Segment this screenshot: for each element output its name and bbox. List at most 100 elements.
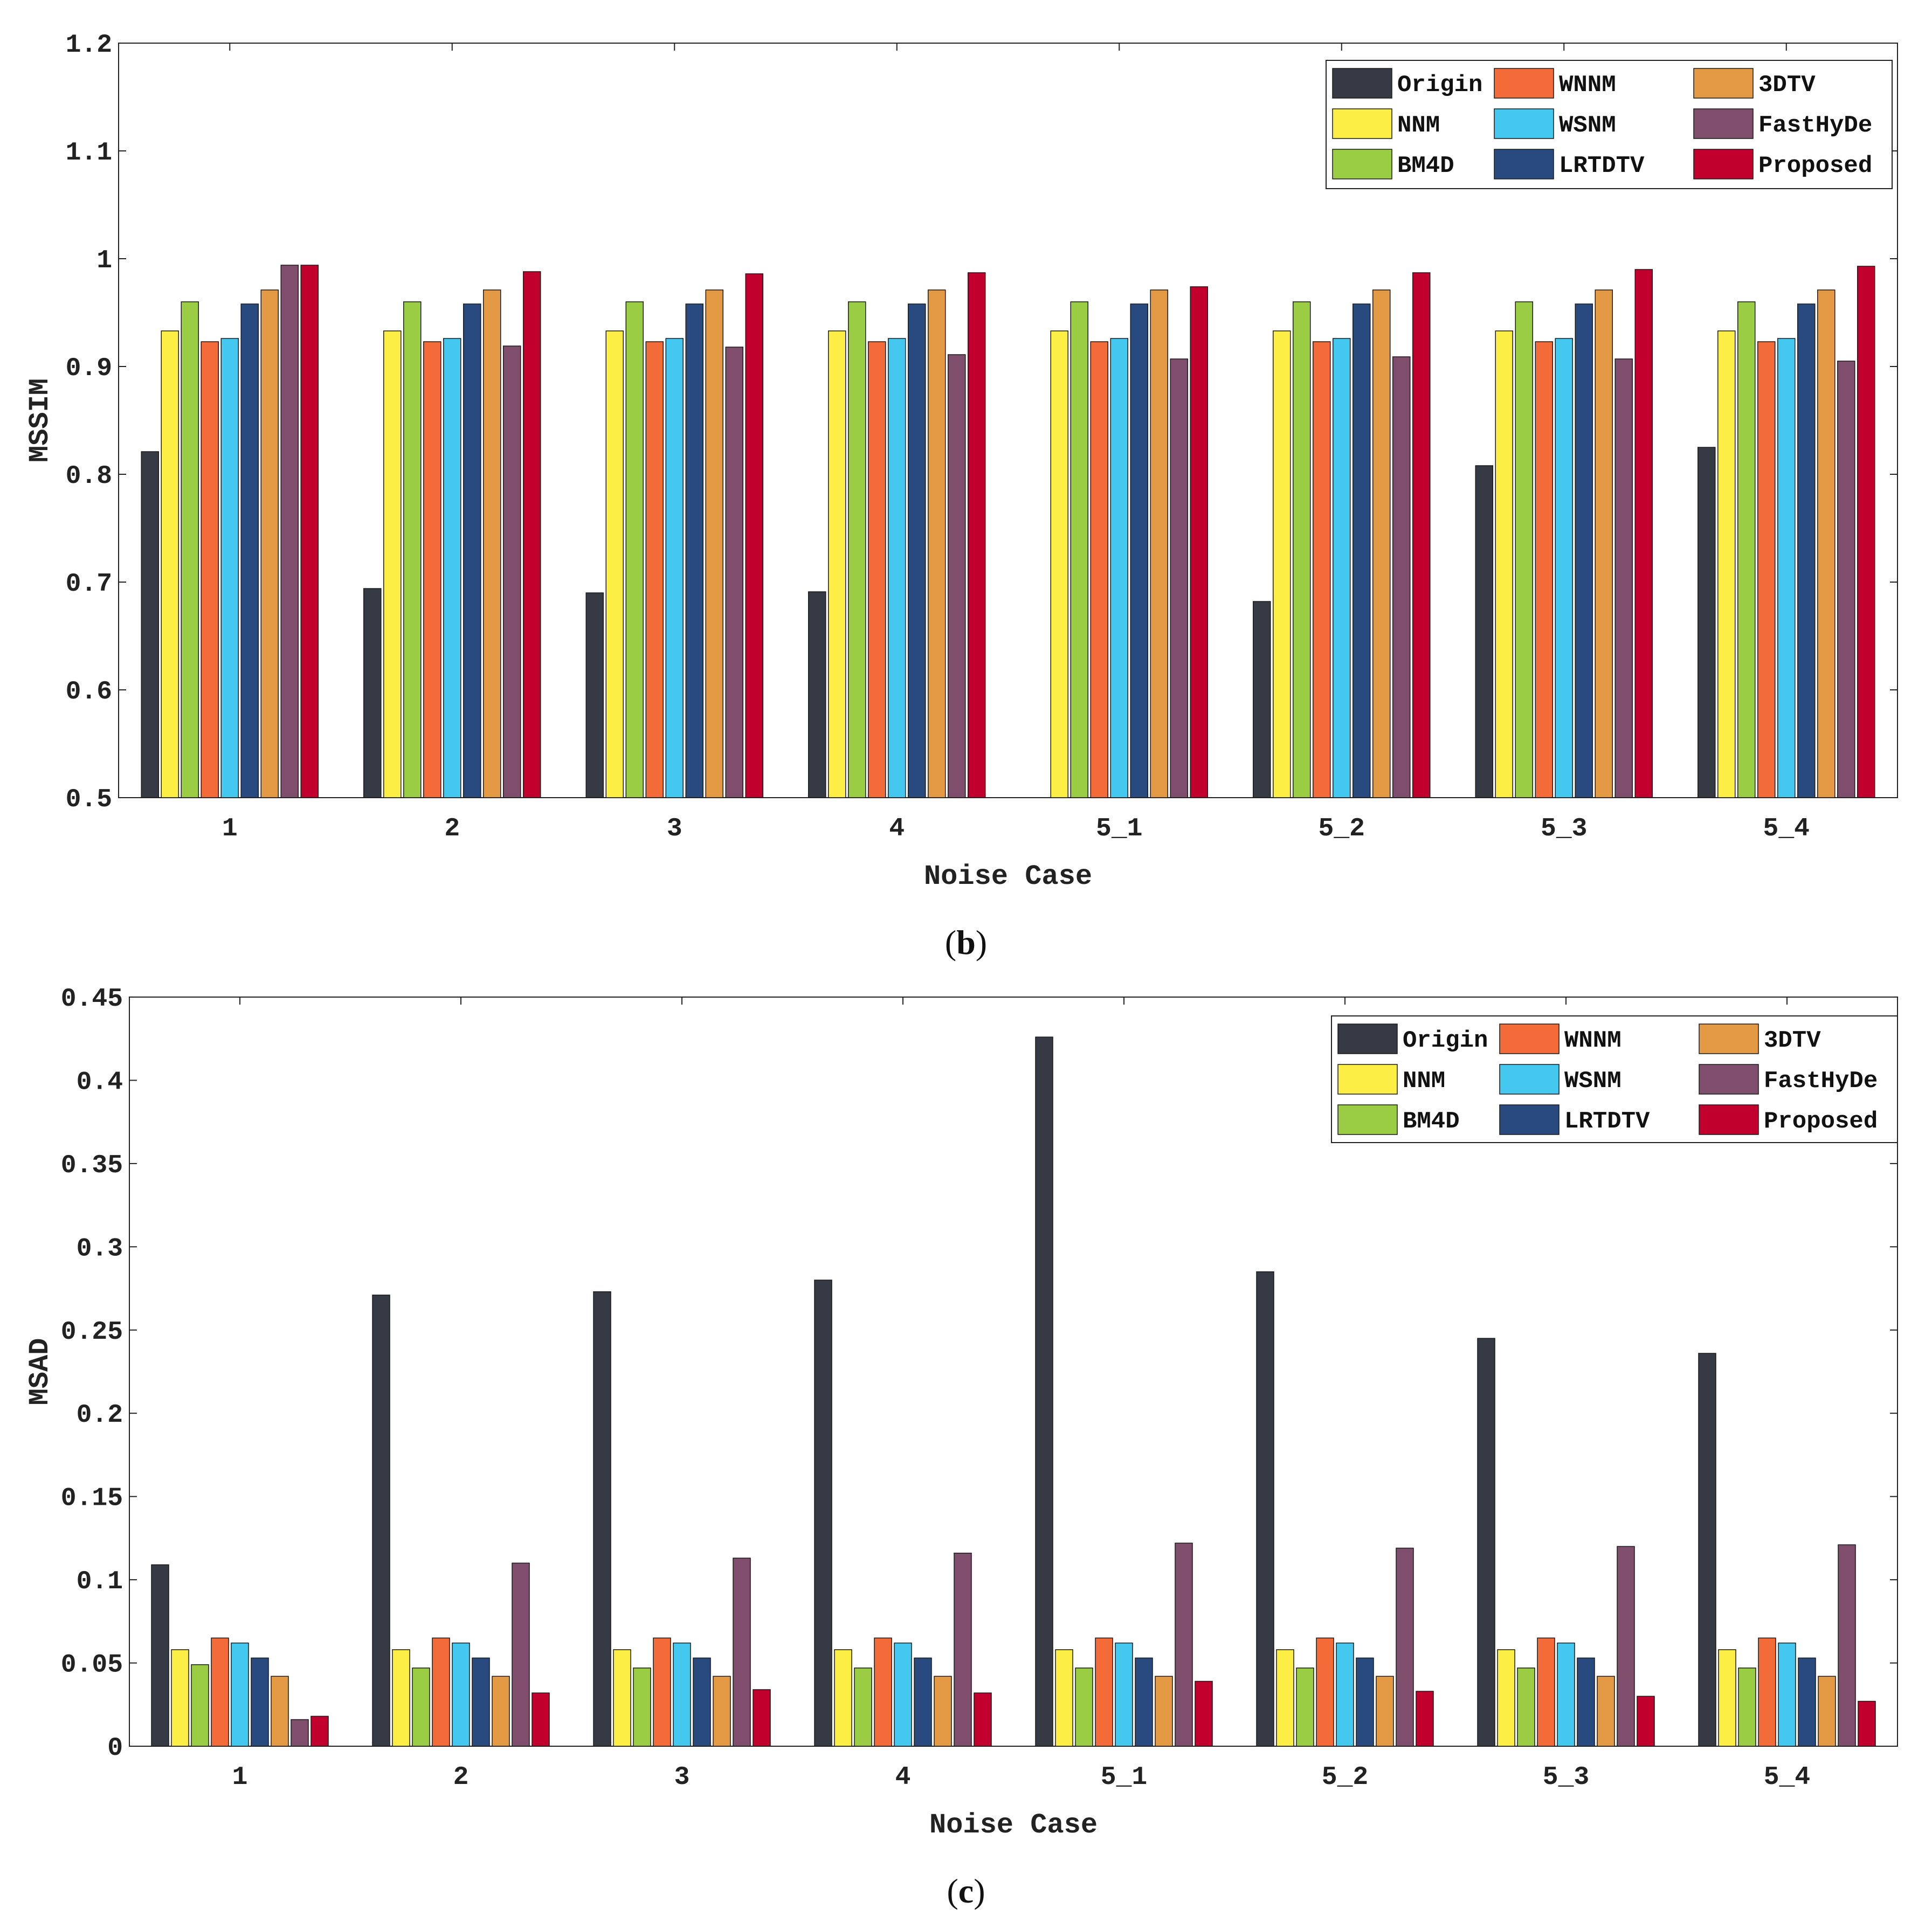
legend-label-fasthyde: FastHyDe [1758,112,1872,139]
legend-swatch-nnm [1337,1064,1398,1095]
bar-3dtv-5_1 [1150,289,1168,798]
bar-proposed-5_1 [1195,1680,1213,1747]
bar-wnnm-5_2 [1313,341,1331,798]
bar-bm4d-2 [403,301,422,798]
bar-wnnm-5_2 [1316,1637,1334,1747]
bar-3dtv-5_4 [1818,1676,1836,1747]
legend-label-lrtdtv: LRTDTV [1559,153,1645,179]
bar-proposed-5_1 [1190,286,1208,798]
bar-nnm-5_2 [1273,330,1291,798]
bar-wsnm-5_1 [1110,338,1128,798]
legend-label-nnm: NNM [1397,112,1440,139]
x-tick-label: 3 [674,1763,690,1792]
bar-lrtdtv-1 [251,1657,269,1747]
caption-paren: ) [974,1872,985,1910]
y-tick-label: 0 [107,1734,123,1763]
bar-proposed-3 [753,1689,771,1747]
bar-proposed-1 [300,265,319,798]
x-tick-label: 3 [667,814,682,843]
legend-swatch-proposed [1699,1104,1759,1135]
bar-fasthyde-4 [948,354,966,798]
legend-swatch-3dtv [1693,68,1754,99]
bar-fasthyde-5_3 [1614,358,1633,798]
y-tick-label: 0.9 [66,354,112,383]
legend-label-bm4d: BM4D [1397,153,1454,179]
bar-origin-2 [363,588,382,798]
bar-bm4d-5_3 [1515,301,1533,798]
bar-wsnm-2 [443,338,461,798]
legend-label-wsnm: WSNM [1564,1068,1622,1095]
bar-proposed-4 [968,272,986,798]
x-tick-label: 2 [444,814,460,843]
bar-bm4d-5_1 [1075,1668,1093,1747]
bar-wnnm-2 [423,341,441,798]
y-tick-label: 1.2 [66,31,112,60]
legend-swatch-wsnm [1499,1064,1560,1095]
bar-fasthyde-2 [503,345,521,798]
bar-proposed-2 [532,1692,550,1747]
bar-wnnm-4 [874,1637,892,1747]
x-tick-label: 5_2 [1322,1763,1368,1792]
bar-wsnm-4 [894,1642,912,1747]
bar-origin-5_2 [1256,1271,1274,1747]
bar-bm4d-5_2 [1293,301,1311,798]
bar-nnm-1 [161,330,179,798]
legend-label-lrtdtv: LRTDTV [1564,1108,1650,1135]
bar-bm4d-5_4 [1737,301,1756,798]
bar-wnnm-2 [432,1637,450,1747]
y-tick-label: 0.4 [77,1068,123,1097]
bar-bm4d-4 [854,1668,872,1747]
bar-nnm-5_1 [1050,330,1068,798]
bar-3dtv-3 [713,1676,731,1747]
legend-swatch-wnnm [1494,68,1554,99]
bar-3dtv-2 [483,289,501,798]
bar-wnnm-5_3 [1535,341,1553,798]
legend-label-3dtv: 3DTV [1764,1027,1821,1054]
caption-paren: ( [947,1872,958,1910]
bar-wnnm-3 [653,1637,671,1747]
bar-wnnm-5_4 [1757,341,1776,798]
y-tick-label: 1 [96,246,112,275]
bar-lrtdtv-1 [240,303,259,798]
msad-bar-chart: 0 0.05 0.1 0.15 0.2 0.25 0.3 0.35 0.4 0.45 1 2 3 4 5_1… [24,985,1898,1910]
bar-3dtv-5_3 [1595,289,1613,798]
bar-fasthyde-5_3 [1617,1546,1635,1747]
bar-lrtdtv-5_3 [1577,1657,1595,1747]
bar-3dtv-3 [705,289,723,798]
legend-swatch-wnnm [1499,1023,1560,1054]
legend-label-3dtv: 3DTV [1758,72,1816,99]
bar-origin-3 [593,1291,611,1747]
bar-wnnm-1 [211,1637,229,1747]
y-tick-label: 0.3 [77,1234,123,1263]
bar-proposed-2 [523,271,541,798]
legend-swatch-nnm [1332,108,1392,139]
bar-lrtdtv-5_2 [1356,1657,1374,1747]
bar-origin-3 [585,592,604,798]
legend-swatch-3dtv [1699,1023,1759,1054]
legend-swatch-wsnm [1494,108,1554,139]
bar-wsnm-1 [231,1642,249,1747]
y-tick-label: 0.25 [61,1318,123,1347]
bar-nnm-5_1 [1055,1649,1073,1747]
bar-proposed-5_3 [1634,269,1653,798]
bar-fasthyde-1 [280,265,299,798]
legend-label-proposed: Proposed [1758,153,1872,179]
bar-fasthyde-2 [512,1562,530,1747]
bar-lrtdtv-2 [472,1657,490,1747]
bar-nnm-3 [605,330,624,798]
legend-swatch-lrtdtv [1499,1104,1560,1135]
bar-3dtv-1 [271,1676,289,1747]
bar-3dtv-5_4 [1817,289,1836,798]
legend-swatch-origin [1337,1023,1398,1054]
bar-proposed-5_3 [1637,1696,1655,1747]
bar-origin-4 [814,1279,832,1747]
bar-nnm-5_3 [1497,1649,1515,1747]
bar-origin-5_3 [1475,465,1493,798]
bar-proposed-5_4 [1858,1700,1876,1747]
bar-bm4d-4 [848,301,866,798]
legend-swatch-fasthyde [1699,1064,1759,1095]
bar-lrtdtv-5_2 [1353,303,1371,798]
bar-bm4d-1 [191,1664,209,1747]
bar-bm4d-5_2 [1296,1668,1314,1747]
